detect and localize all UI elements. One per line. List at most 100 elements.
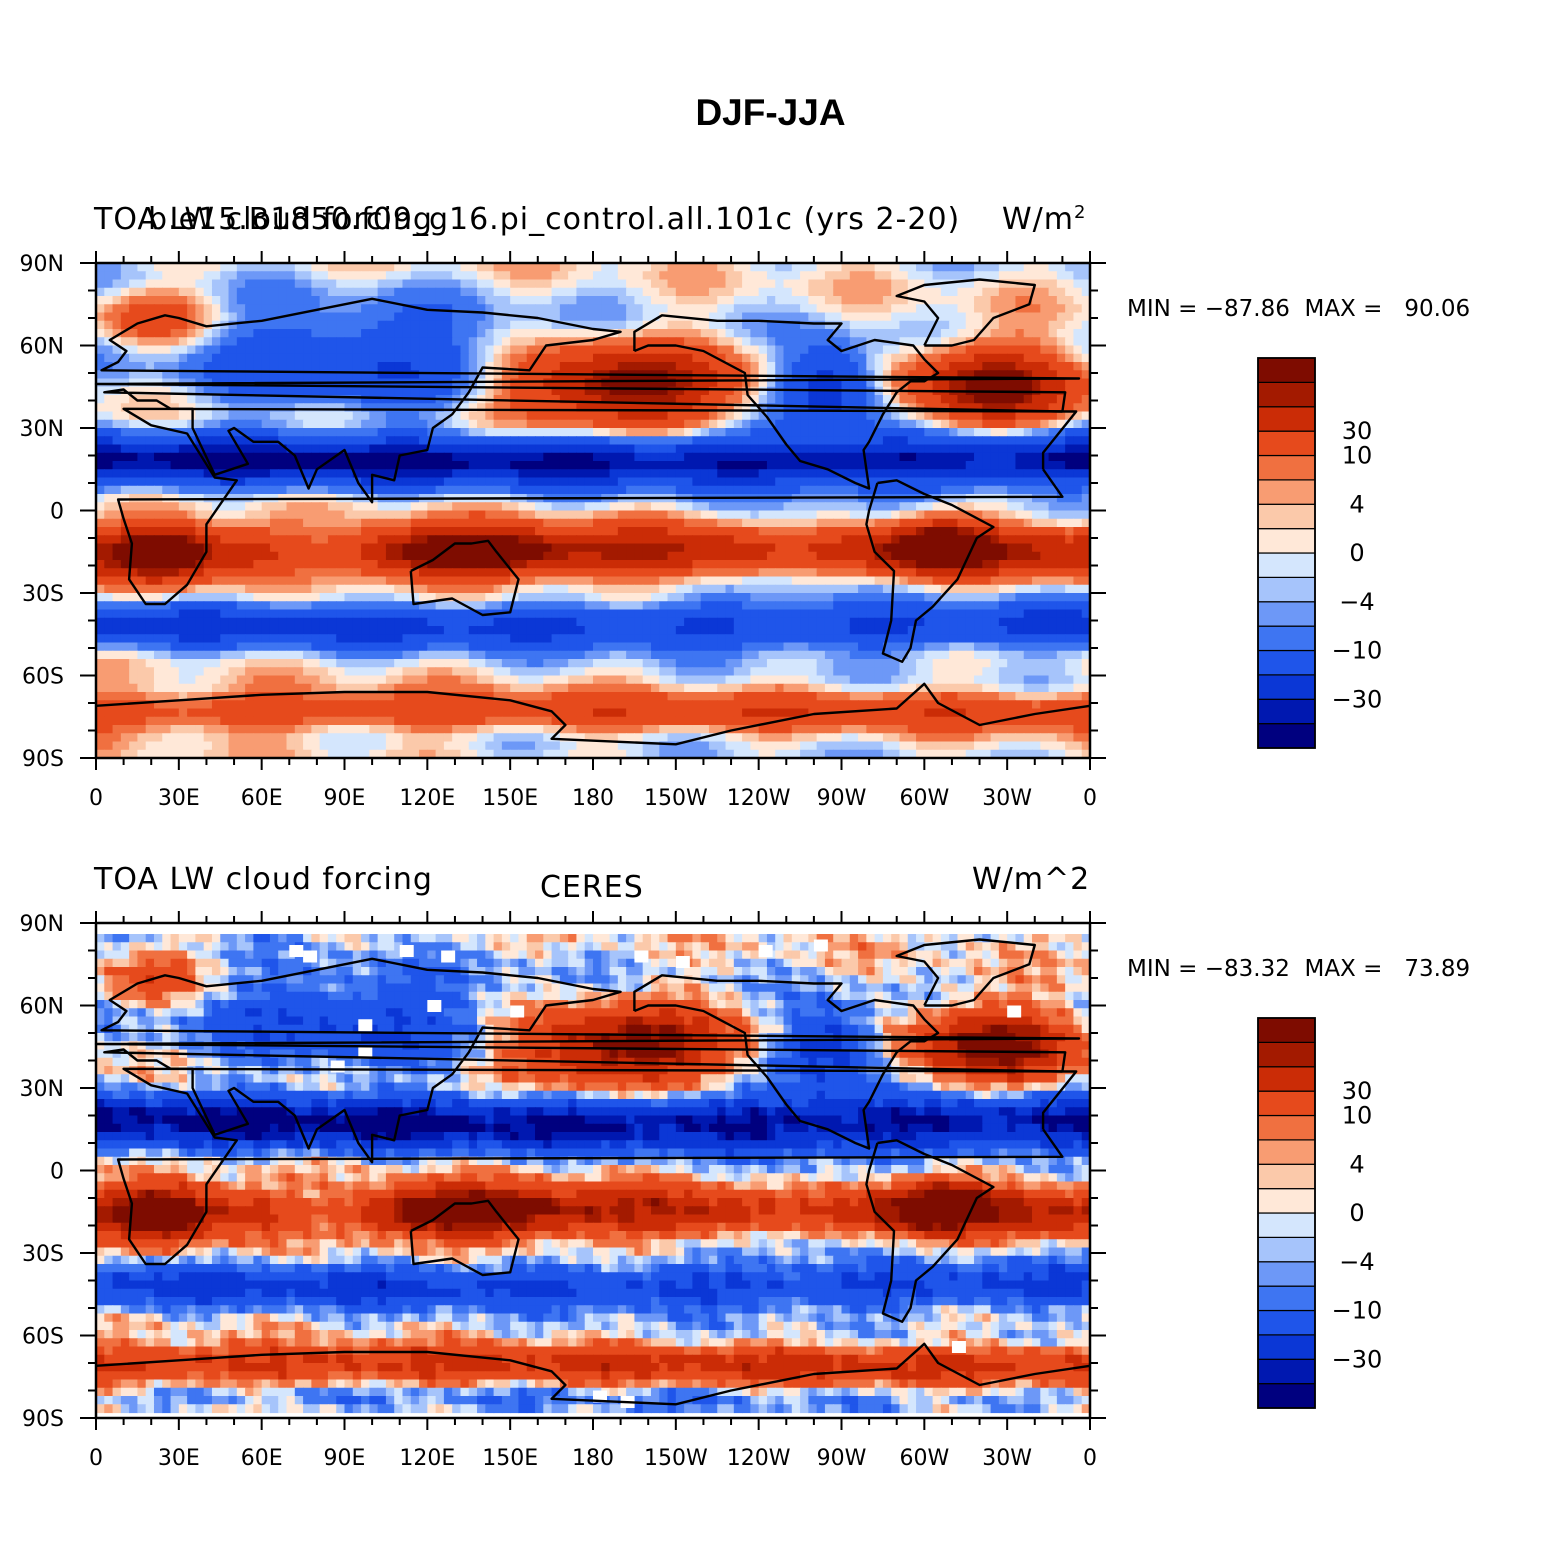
field-cell xyxy=(352,279,362,289)
field-cell xyxy=(974,568,983,578)
field-cell xyxy=(195,543,205,553)
field-cell xyxy=(402,345,412,355)
field-cell xyxy=(394,436,404,446)
field-cell xyxy=(642,419,652,429)
field-cell xyxy=(990,568,1000,578)
field-cell xyxy=(841,353,851,363)
field-cell xyxy=(501,296,511,305)
field-cell xyxy=(974,428,983,437)
field-cell xyxy=(178,345,188,355)
field-cell xyxy=(824,527,834,536)
field-cell xyxy=(1015,353,1025,363)
field-cell xyxy=(1065,584,1075,594)
field-cell xyxy=(228,502,238,512)
field-cell xyxy=(841,584,851,594)
field-cell xyxy=(443,386,453,396)
field-cell xyxy=(684,304,693,314)
field-cell xyxy=(402,601,412,611)
field-cell xyxy=(510,461,520,470)
field-cell xyxy=(286,485,296,495)
field-cell xyxy=(808,436,818,446)
field-cell xyxy=(609,568,619,578)
field-cell xyxy=(1065,576,1075,586)
field-cell xyxy=(178,527,188,536)
field-cell xyxy=(932,593,942,602)
field-cell xyxy=(916,593,925,602)
field-cell xyxy=(460,568,470,578)
field-cell xyxy=(708,477,718,487)
field-cell xyxy=(758,353,768,363)
field-cell xyxy=(626,386,636,396)
field-cell xyxy=(891,329,901,338)
field-cell xyxy=(203,485,213,495)
field-cell xyxy=(427,386,437,396)
field-cell xyxy=(982,510,992,520)
field-cell xyxy=(543,568,553,578)
field-cell xyxy=(129,518,139,528)
field-cell xyxy=(650,601,660,611)
field-cell xyxy=(377,593,387,602)
field-cell xyxy=(187,287,196,297)
field-cell xyxy=(601,419,611,429)
field-cell xyxy=(170,345,180,355)
field-cell xyxy=(1040,320,1050,330)
field-cell xyxy=(377,543,387,553)
field-cell xyxy=(742,568,751,578)
field-cell xyxy=(791,296,801,305)
field-cell xyxy=(278,271,288,281)
field-cell xyxy=(717,304,727,314)
field-cell xyxy=(294,263,304,272)
field-cell xyxy=(501,518,511,528)
field-cell xyxy=(145,477,155,487)
field-cell xyxy=(319,329,329,338)
field-cell xyxy=(245,444,254,454)
field-cell xyxy=(203,527,213,536)
field-cell xyxy=(808,527,818,536)
field-cell xyxy=(650,403,660,413)
field-cell xyxy=(659,296,669,305)
field-cell xyxy=(460,345,470,355)
field-cell xyxy=(278,263,288,272)
field-cell xyxy=(535,593,544,602)
field-cell xyxy=(576,320,586,330)
field-cell xyxy=(170,386,180,396)
field-cell xyxy=(336,469,346,479)
field-cell xyxy=(725,477,735,487)
field-cell xyxy=(551,551,561,561)
field-cell xyxy=(410,362,420,371)
field-cell xyxy=(535,510,544,520)
field-cell xyxy=(427,345,437,355)
field-cell xyxy=(833,370,843,380)
field-cell xyxy=(543,469,553,479)
field-cell xyxy=(576,312,586,322)
field-cell xyxy=(700,428,710,437)
field-cell xyxy=(419,312,428,322)
field-cell xyxy=(394,551,404,561)
field-cell xyxy=(294,362,304,371)
field-cell xyxy=(717,279,727,289)
field-cell xyxy=(493,386,503,396)
field-cell xyxy=(170,279,180,289)
field-cell xyxy=(153,329,163,338)
field-cell xyxy=(336,403,346,413)
field-cell xyxy=(766,337,776,347)
field-cell xyxy=(874,395,884,404)
field-cell xyxy=(129,551,139,561)
field-cell xyxy=(443,329,453,338)
field-cell xyxy=(758,452,768,462)
field-cell xyxy=(427,353,437,363)
field-cell xyxy=(410,469,420,479)
field-cell xyxy=(593,263,602,272)
field-cell xyxy=(120,444,130,454)
field-cell xyxy=(725,568,735,578)
field-cell xyxy=(568,436,578,446)
field-cell xyxy=(1056,263,1066,272)
field-cell xyxy=(245,263,254,272)
field-cell xyxy=(717,419,727,429)
field-cell xyxy=(816,452,826,462)
field-cell xyxy=(990,362,1000,371)
field-cell xyxy=(419,436,428,446)
field-cell xyxy=(841,436,851,446)
field-cell xyxy=(510,436,520,446)
field-cell xyxy=(609,527,619,536)
